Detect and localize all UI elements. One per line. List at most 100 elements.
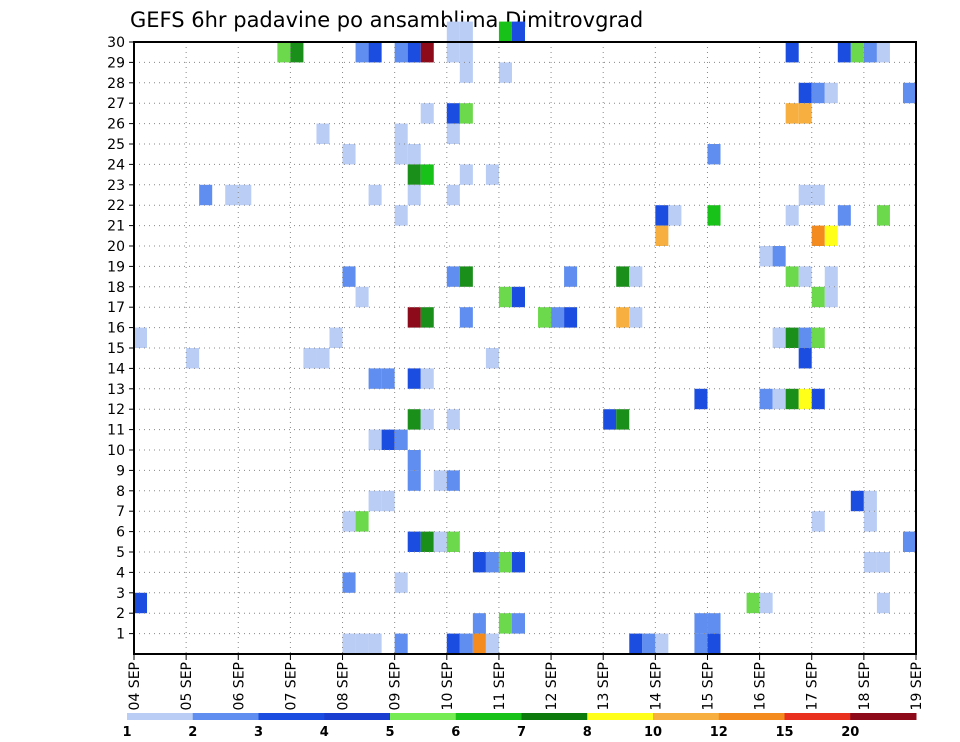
heatmap-cell bbox=[290, 42, 304, 63]
heatmap-cell bbox=[798, 82, 812, 104]
x-tick-label: 09 SEP bbox=[388, 662, 404, 710]
heatmap-cell bbox=[199, 184, 213, 206]
heatmap-cell bbox=[811, 82, 825, 104]
heatmap-cell bbox=[811, 184, 825, 206]
heatmap-cell bbox=[511, 21, 525, 42]
x-tick-label: 08 SEP bbox=[336, 662, 352, 710]
heatmap-cell bbox=[355, 633, 369, 654]
heatmap-cell bbox=[511, 613, 525, 634]
y-tick-label: 26 bbox=[107, 117, 125, 133]
y-tick-label: 1 bbox=[116, 627, 125, 643]
heatmap-cell bbox=[394, 429, 408, 450]
heatmap-cell bbox=[694, 613, 708, 634]
colorbar-swatch bbox=[587, 713, 654, 720]
x-tick-label: 13 SEP bbox=[596, 662, 612, 710]
y-tick-label: 27 bbox=[107, 96, 125, 112]
heatmap-cell bbox=[616, 409, 630, 430]
y-tick-label: 13 bbox=[107, 382, 125, 398]
heatmap-cell bbox=[446, 266, 460, 287]
colorbar-label: 3 bbox=[254, 725, 263, 740]
heatmap-cell bbox=[707, 205, 721, 226]
heatmap-cell bbox=[746, 592, 760, 614]
heatmap-cell bbox=[772, 246, 786, 267]
colorbar-swatch bbox=[192, 713, 259, 720]
heatmap-cell bbox=[798, 348, 812, 369]
heatmap-cell bbox=[785, 103, 799, 124]
heatmap-cell bbox=[459, 62, 473, 83]
heatmap-cell bbox=[407, 144, 421, 165]
heatmap-cell bbox=[407, 409, 421, 430]
heatmap-cell bbox=[342, 144, 356, 165]
heatmap-cell bbox=[811, 327, 825, 348]
heatmap-cell bbox=[329, 327, 343, 348]
colorbar-label: 4 bbox=[320, 725, 329, 740]
y-tick-label: 21 bbox=[107, 219, 125, 235]
heatmap-cell bbox=[459, 307, 473, 328]
colorbar-swatch bbox=[718, 713, 785, 720]
y-tick-label: 2 bbox=[116, 606, 125, 622]
colorbar-label: 1 bbox=[122, 725, 131, 740]
heatmap-cell bbox=[446, 21, 460, 42]
heatmap-cell bbox=[407, 307, 421, 328]
heatmap-cell bbox=[407, 42, 421, 63]
colorbar-label: 2 bbox=[188, 725, 197, 740]
heatmap-cell bbox=[759, 246, 773, 267]
heatmap-cell bbox=[355, 511, 369, 532]
y-tick-label: 6 bbox=[116, 525, 125, 541]
heatmap-cell bbox=[420, 531, 434, 552]
heatmap-cell bbox=[902, 82, 916, 104]
x-tick-label: 12 SEP bbox=[544, 662, 560, 710]
heatmap-cell bbox=[459, 103, 473, 124]
heatmap-cell bbox=[850, 42, 864, 63]
heatmap-cell bbox=[446, 409, 460, 430]
heatmap-cell bbox=[394, 123, 408, 144]
heatmap-cell bbox=[407, 164, 421, 185]
colorbar-label: 6 bbox=[451, 725, 460, 740]
colorbar-label: 7 bbox=[517, 725, 526, 740]
heatmap-cell bbox=[420, 103, 434, 124]
heatmap-cell bbox=[876, 592, 890, 614]
heatmap-cell bbox=[316, 348, 330, 369]
y-tick-label: 5 bbox=[116, 545, 125, 561]
heatmap-cell bbox=[511, 552, 525, 573]
heatmap-cell bbox=[603, 409, 617, 430]
heatmap-cell bbox=[368, 184, 382, 206]
colorbar-swatch bbox=[390, 713, 457, 720]
heatmap-cell bbox=[459, 164, 473, 185]
heatmap-cell bbox=[811, 388, 825, 410]
chart-title: GEFS 6hr padavine po ansamblima Dimitrov… bbox=[130, 8, 643, 32]
heatmap-cell bbox=[472, 633, 486, 654]
heatmap-cell bbox=[446, 633, 460, 654]
heatmap-cell bbox=[433, 531, 447, 552]
y-tick-label: 30 bbox=[107, 35, 125, 51]
heatmap-cell bbox=[355, 286, 369, 308]
heatmap-cell bbox=[785, 205, 799, 226]
colorbar-swatch bbox=[258, 713, 325, 720]
heatmap-cell bbox=[511, 286, 525, 308]
y-tick-label: 10 bbox=[107, 443, 125, 459]
x-tick-label: 16 SEP bbox=[753, 662, 769, 710]
heatmap-cell bbox=[420, 164, 434, 185]
x-tick-label: 04 SEP bbox=[127, 662, 143, 710]
heatmap-cell bbox=[616, 266, 630, 287]
heatmap-cell bbox=[876, 552, 890, 573]
y-tick-label: 28 bbox=[107, 76, 125, 92]
heatmap-cell bbox=[759, 592, 773, 614]
heatmap-cell bbox=[394, 633, 408, 654]
heatmap-cell bbox=[472, 613, 486, 634]
heatmap-cell bbox=[381, 429, 395, 450]
heatmap-cell bbox=[381, 490, 395, 512]
heatmap-cell bbox=[837, 42, 851, 63]
heatmap-cell bbox=[485, 164, 499, 185]
heatmap-cell bbox=[368, 368, 382, 389]
heatmap-cell bbox=[498, 286, 512, 308]
heatmap-cell bbox=[485, 633, 499, 654]
heatmap-cell bbox=[551, 307, 565, 328]
x-tick-label: 07 SEP bbox=[283, 662, 299, 710]
colorbar-swatch bbox=[455, 713, 522, 720]
x-tick-label: 17 SEP bbox=[805, 662, 821, 710]
heatmap-cell bbox=[785, 327, 799, 348]
colorbar-label: 5 bbox=[385, 725, 394, 740]
y-tick-label: 19 bbox=[107, 259, 125, 275]
